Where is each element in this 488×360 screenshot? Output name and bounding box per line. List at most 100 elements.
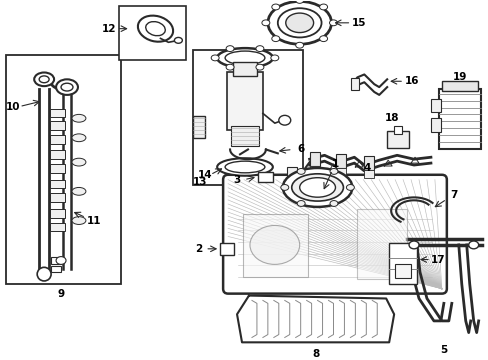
Ellipse shape xyxy=(329,20,337,26)
Bar xyxy=(388,243,416,284)
Bar xyxy=(51,257,61,264)
Ellipse shape xyxy=(280,185,288,190)
Text: 17: 17 xyxy=(430,255,444,265)
Bar xyxy=(393,126,401,134)
Text: 8: 8 xyxy=(311,349,319,359)
Text: 18: 18 xyxy=(384,113,399,123)
Bar xyxy=(50,135,65,144)
Ellipse shape xyxy=(72,134,86,142)
Text: 16: 16 xyxy=(404,76,418,86)
Bar xyxy=(257,172,272,181)
Ellipse shape xyxy=(224,161,264,173)
Polygon shape xyxy=(237,296,393,342)
Bar xyxy=(286,181,296,188)
Text: 1: 1 xyxy=(331,159,338,169)
Bar xyxy=(364,156,373,170)
Ellipse shape xyxy=(291,174,343,201)
Ellipse shape xyxy=(34,72,54,86)
Ellipse shape xyxy=(277,8,321,37)
Ellipse shape xyxy=(225,46,234,51)
Ellipse shape xyxy=(319,36,327,42)
Ellipse shape xyxy=(299,178,335,197)
Ellipse shape xyxy=(329,168,337,174)
Bar xyxy=(50,164,65,173)
Bar xyxy=(50,109,65,117)
Bar xyxy=(220,243,234,255)
Bar xyxy=(364,170,373,178)
Ellipse shape xyxy=(282,168,352,207)
Ellipse shape xyxy=(267,1,331,44)
Bar xyxy=(233,62,256,76)
Bar xyxy=(430,99,440,112)
Ellipse shape xyxy=(278,115,290,125)
Ellipse shape xyxy=(174,37,182,43)
Bar xyxy=(50,121,65,130)
Ellipse shape xyxy=(72,158,86,166)
Ellipse shape xyxy=(285,13,313,32)
Ellipse shape xyxy=(72,114,86,122)
Bar xyxy=(336,154,346,168)
Ellipse shape xyxy=(262,20,269,26)
Ellipse shape xyxy=(72,217,86,225)
Ellipse shape xyxy=(37,267,51,281)
Text: 3: 3 xyxy=(233,175,240,185)
Text: 5: 5 xyxy=(439,345,447,355)
Ellipse shape xyxy=(408,241,418,249)
Bar xyxy=(286,167,296,181)
Ellipse shape xyxy=(297,168,305,174)
Text: 10: 10 xyxy=(6,102,20,112)
Ellipse shape xyxy=(145,22,165,36)
Ellipse shape xyxy=(225,64,234,70)
Ellipse shape xyxy=(224,51,264,65)
Bar xyxy=(430,118,440,132)
Text: 19: 19 xyxy=(452,72,466,82)
Ellipse shape xyxy=(297,201,305,206)
Ellipse shape xyxy=(319,4,327,10)
Bar xyxy=(50,180,65,188)
Ellipse shape xyxy=(217,158,272,176)
Text: 9: 9 xyxy=(58,289,64,299)
Ellipse shape xyxy=(249,225,299,264)
Bar xyxy=(50,193,65,202)
Ellipse shape xyxy=(211,55,219,61)
Ellipse shape xyxy=(295,42,303,48)
Bar xyxy=(193,50,302,185)
Bar xyxy=(386,131,408,148)
Ellipse shape xyxy=(138,15,173,42)
Ellipse shape xyxy=(295,0,303,3)
Text: 14: 14 xyxy=(198,170,212,180)
Bar xyxy=(193,116,205,138)
Text: 15: 15 xyxy=(351,18,366,28)
Text: 11: 11 xyxy=(86,216,101,226)
Ellipse shape xyxy=(255,64,264,70)
Bar xyxy=(357,209,406,279)
Text: 12: 12 xyxy=(102,24,116,34)
Bar xyxy=(309,166,319,174)
Bar xyxy=(351,78,359,90)
Ellipse shape xyxy=(271,4,279,10)
Text: 7: 7 xyxy=(449,190,457,200)
Ellipse shape xyxy=(56,257,66,264)
Bar xyxy=(119,6,186,60)
Bar xyxy=(50,222,65,231)
Bar xyxy=(50,209,65,218)
Ellipse shape xyxy=(468,241,478,249)
Bar xyxy=(243,214,307,277)
Ellipse shape xyxy=(39,76,49,83)
Ellipse shape xyxy=(61,83,73,91)
Bar xyxy=(51,266,61,272)
FancyBboxPatch shape xyxy=(223,175,446,294)
Text: 13: 13 xyxy=(193,177,207,186)
Bar xyxy=(226,72,263,130)
Bar xyxy=(441,81,477,91)
Bar xyxy=(6,55,121,284)
Text: 4: 4 xyxy=(363,163,370,173)
Ellipse shape xyxy=(56,79,78,95)
Ellipse shape xyxy=(329,201,337,206)
Ellipse shape xyxy=(72,188,86,195)
Ellipse shape xyxy=(346,185,354,190)
Bar xyxy=(309,152,319,166)
Ellipse shape xyxy=(271,36,279,42)
Ellipse shape xyxy=(255,46,264,51)
Text: 2: 2 xyxy=(194,244,202,254)
